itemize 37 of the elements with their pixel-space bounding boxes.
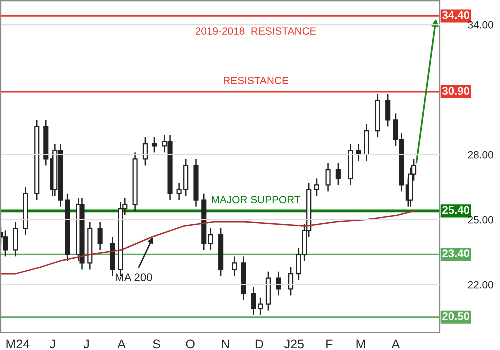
line-series: [1, 210, 415, 275]
x-tick-label: J25: [284, 340, 304, 349]
y-tick-label: 25.00: [468, 216, 494, 224]
x-tick-label: M: [356, 340, 366, 349]
ref-line-label: 20.50: [442, 312, 470, 320]
candlestick: [2, 230, 8, 258]
candlestick: [314, 178, 320, 197]
candlestick: [336, 162, 341, 186]
candlestick: [386, 94, 391, 128]
candlestick: [208, 228, 214, 251]
x-tick-label: A: [392, 340, 400, 349]
ref-line-label: 25.40: [442, 206, 470, 214]
x-tick-label: M24: [6, 340, 30, 349]
annotation: MA 200: [116, 274, 152, 282]
candlestick: [152, 136, 158, 154]
annotation: RESISTANCE: [224, 77, 288, 84]
candlestick: [364, 124, 370, 162]
candlestick: [232, 256, 238, 277]
x-tick-label: J: [84, 340, 89, 349]
x-tick-label: F: [326, 340, 333, 349]
annotation: MAJOR SUPPORT: [212, 196, 301, 204]
x-tick-label: J: [50, 340, 56, 349]
x-tick-label: O: [186, 340, 195, 349]
y-tick-label: 34.00: [468, 21, 494, 29]
annotation: 2019-2018 RESISTANCE: [196, 28, 316, 35]
candlestick: [326, 162, 331, 192]
ref-line-label: 30.90: [442, 87, 470, 96]
x-tick-label: N: [222, 340, 230, 349]
y-tick-label: 22.00: [468, 281, 494, 289]
candlestick: [98, 221, 103, 251]
x-tick-label: A: [118, 340, 126, 349]
ref-line-label: 23.40: [442, 250, 470, 258]
candlestick: [13, 221, 18, 258]
x-tick-label: S: [153, 340, 160, 349]
y-tick-label: 28.00: [468, 151, 494, 159]
ref-line-label: 34.40: [442, 11, 470, 20]
x-tick-label: D: [256, 340, 264, 349]
